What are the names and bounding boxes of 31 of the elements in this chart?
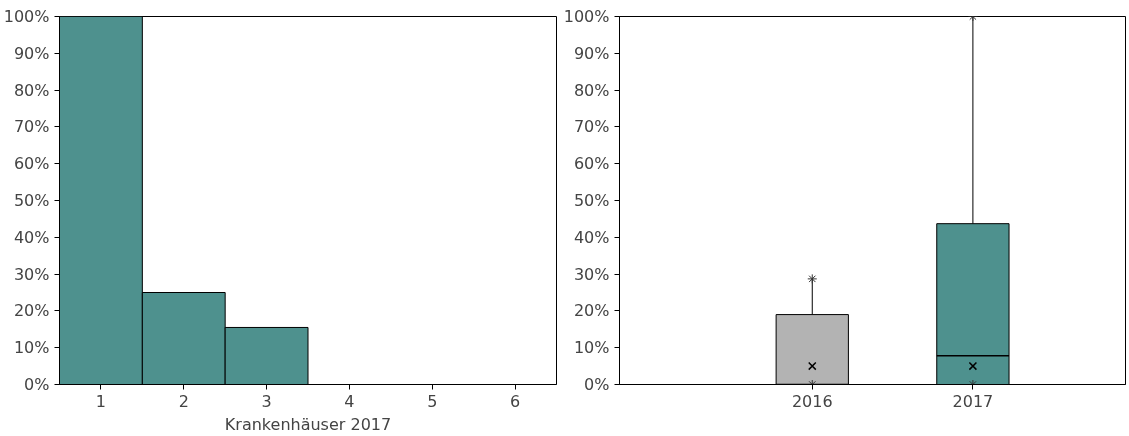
y-tick-label: 90% — [573, 43, 610, 63]
y-tick-label: 0% — [584, 375, 610, 394]
y-tick-label: 80% — [573, 80, 610, 100]
y-tick-label: 20% — [573, 301, 610, 321]
y-tick-label: 20% — [13, 301, 50, 321]
y-tick-label: 50% — [573, 191, 610, 210]
y-tick-label: 90% — [13, 43, 50, 63]
y-tick-label: 60% — [573, 154, 610, 174]
y-tick-label: 0% — [24, 375, 50, 394]
x-tick-label: 4 — [344, 391, 355, 411]
y-tick-label: 50% — [13, 191, 50, 210]
y-tick-label: 40% — [573, 227, 610, 247]
y-tick-label: 10% — [573, 338, 610, 358]
x-tick-label: 3 — [261, 391, 272, 411]
x-tick-label: 5 — [427, 391, 438, 411]
y-tick-label: 10% — [13, 338, 50, 358]
y-tick-label: 60% — [13, 154, 50, 174]
y-tick-label: 40% — [13, 227, 50, 247]
y-tick-label: 80% — [13, 80, 50, 100]
y-tick-label: 30% — [573, 264, 610, 284]
x-axis-title: Krankenhäuser 2017 — [224, 414, 392, 434]
y-tick-label: 70% — [13, 117, 50, 137]
x-tick-label: 6 — [509, 391, 521, 411]
y-tick-label: 100% — [563, 7, 610, 26]
x-tick-label: 2017 — [952, 391, 994, 411]
x-tick-label: 2016 — [791, 391, 833, 411]
y-tick-label: 70% — [573, 117, 610, 137]
x-tick-label: 1 — [95, 391, 107, 411]
x-tick-label: 2 — [178, 391, 189, 411]
y-tick-label: 30% — [13, 264, 50, 284]
y-tick-label: 100% — [3, 7, 50, 26]
